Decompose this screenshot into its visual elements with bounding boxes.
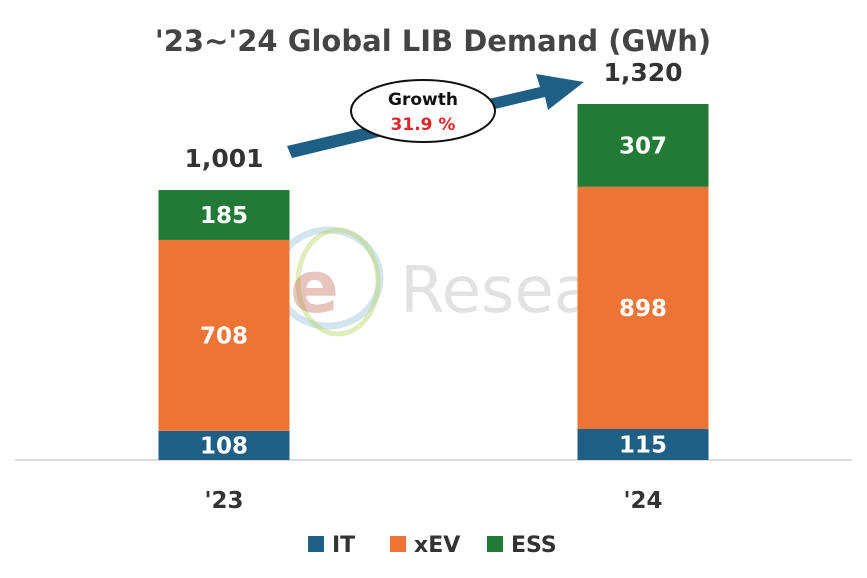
legend-swatch-xev bbox=[390, 536, 406, 552]
chart-title: '23~'24 Global LIB Demand (GWh) bbox=[155, 24, 711, 58]
legend-label-it: IT bbox=[332, 533, 355, 558]
legend-label-xev: xEV bbox=[414, 533, 460, 558]
x-tick-label-2024: '24 bbox=[623, 488, 662, 514]
bar-xev-1 bbox=[577, 186, 709, 429]
bar-ess-0 bbox=[158, 190, 290, 240]
growth-annotation: Growth 31.9 % bbox=[287, 74, 584, 158]
legend: IT xEV ESS bbox=[308, 533, 557, 558]
growth-label: Growth bbox=[388, 90, 458, 110]
data-label-ess-0: 185 bbox=[200, 203, 248, 229]
data-label-xev-0: 708 bbox=[200, 323, 248, 349]
growth-bubble bbox=[350, 79, 496, 143]
legend-swatch-ess bbox=[487, 536, 503, 552]
growth-value: 31.9 % bbox=[391, 115, 456, 135]
total-label-2024: 1,320 bbox=[603, 58, 682, 87]
data-label-it-0: 108 bbox=[200, 433, 248, 459]
legend-swatch-it bbox=[308, 536, 324, 552]
legend-label-ess: ESS bbox=[511, 533, 557, 558]
data-label-xev-1: 898 bbox=[619, 296, 667, 322]
bars-group: 108 708 185 115 898 307 bbox=[158, 104, 709, 460]
watermark-swoosh-icon bbox=[295, 227, 381, 337]
bar-it-0 bbox=[158, 430, 290, 460]
total-label-2023: 1,001 bbox=[184, 144, 263, 173]
bar-it-1 bbox=[577, 428, 709, 460]
data-label-ess-1: 307 bbox=[619, 133, 667, 159]
bar-ess-1 bbox=[577, 104, 709, 187]
bar-xev-0 bbox=[158, 239, 290, 431]
data-label-it-1: 115 bbox=[619, 432, 667, 458]
x-tick-label-2023: '23 bbox=[204, 488, 243, 514]
